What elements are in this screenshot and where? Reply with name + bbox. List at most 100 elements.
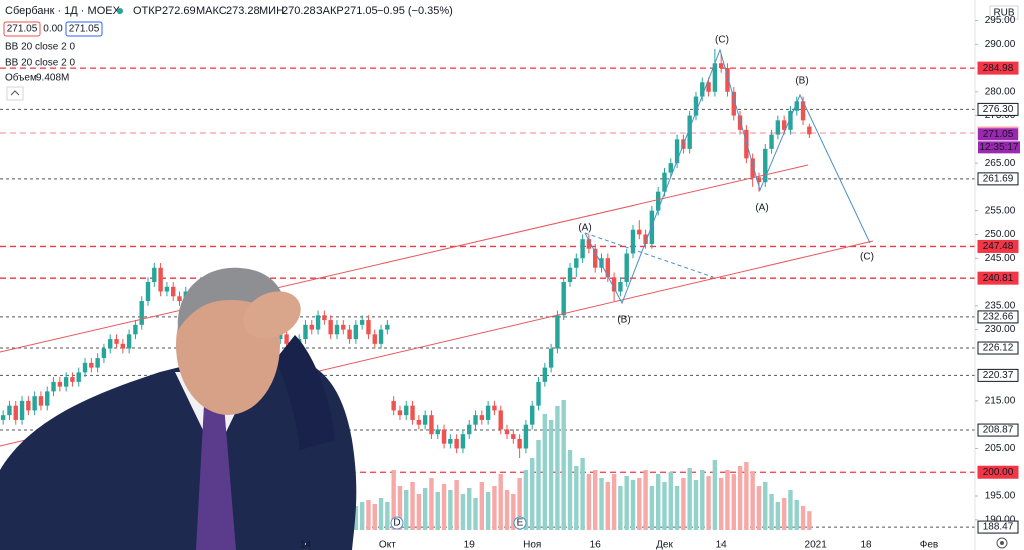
y-tick-label: 230.00	[985, 324, 1016, 335]
volume-bar	[485, 492, 491, 530]
volume-bar	[718, 478, 724, 530]
event-label: E	[517, 518, 524, 529]
level-label-box	[977, 520, 1019, 534]
high-label: МАКС	[196, 5, 227, 17]
candle-body	[655, 191, 661, 211]
candle-body	[391, 400, 396, 411]
buy-box[interactable]	[65, 21, 103, 37]
level-label: 208.87	[983, 425, 1014, 436]
last-price-label: 271.05	[983, 129, 1014, 140]
candle-body	[800, 101, 806, 121]
candle-body	[0, 415, 6, 420]
volume-bar	[807, 511, 812, 530]
x-tick-label: Ноя	[523, 540, 541, 550]
volume-bar	[655, 474, 661, 530]
last-price-box	[978, 128, 1018, 141]
candle-body	[693, 96, 699, 116]
candle-body	[643, 234, 648, 244]
y-tick-label: 195.00	[985, 491, 1016, 502]
wave-label: (B)	[795, 76, 808, 87]
y-tick-label: 265.00	[985, 158, 1016, 169]
candle-body	[315, 315, 321, 330]
candle-body	[807, 126, 812, 135]
candle-body	[158, 267, 163, 292]
candle-body	[70, 377, 75, 382]
volume-bar	[410, 482, 415, 530]
volume-bar	[662, 482, 667, 530]
candle-body	[378, 329, 384, 344]
candle-body	[781, 120, 787, 130]
candle-body	[435, 429, 440, 435]
candle-body	[38, 396, 44, 406]
x-tick-label: 16	[590, 540, 602, 550]
volume-bar	[674, 486, 680, 530]
candle-body	[662, 172, 667, 192]
level-label: 220.37	[983, 370, 1014, 381]
low-label: МИН	[259, 5, 284, 17]
sell-price: 271.05	[7, 24, 38, 35]
wave-label: (C)	[860, 252, 874, 263]
candle-body	[630, 229, 636, 254]
volume-bar	[750, 472, 755, 530]
volume-bar	[687, 468, 692, 530]
volume-bar	[630, 480, 636, 530]
volume-bar	[731, 474, 736, 530]
volume-bar	[397, 486, 403, 530]
event-marker	[390, 516, 404, 530]
candle-body	[26, 400, 31, 411]
high-value: 273.28	[226, 5, 260, 17]
collapse-button[interactable]	[6, 86, 24, 101]
candle-body	[19, 400, 25, 420]
wave-label: (A)	[578, 223, 591, 234]
header: Сбербанк · 1Д · MOEX ОТКР 272.69 МАКС 27…	[3, 5, 453, 101]
volume-bar	[454, 480, 459, 530]
candle-body	[126, 334, 132, 349]
currency: RUB	[993, 8, 1014, 19]
level-label: 188.47	[983, 522, 1014, 533]
candle-body	[328, 320, 333, 335]
candle-body	[794, 101, 799, 111]
level-label: 284.98	[983, 63, 1014, 74]
volume-bar	[586, 474, 592, 530]
candle-body	[13, 405, 18, 420]
x-tick-label: 14	[716, 540, 728, 550]
x-tick-label: Дек	[656, 540, 673, 550]
volume-bar	[467, 488, 472, 530]
volume-bar	[435, 492, 440, 530]
candle-body	[473, 415, 478, 425]
wave-label: (C)	[715, 35, 729, 46]
candle-body	[763, 148, 768, 183]
volume-bar	[800, 506, 806, 530]
candle-body	[460, 434, 466, 449]
candle-body	[152, 267, 157, 283]
event-marker	[513, 516, 527, 530]
level-label: 247.48	[983, 241, 1014, 252]
candle-body	[637, 229, 642, 235]
candle-body	[530, 405, 535, 425]
axes: RUB 295.00290.00280.00275.00265.00255.00…	[300, 0, 1024, 550]
candle-body	[45, 391, 50, 406]
settings-icon[interactable]	[996, 537, 1008, 549]
volume-bar	[448, 490, 453, 530]
volume-bar	[530, 458, 535, 530]
candle-body	[108, 339, 113, 349]
candle-body	[611, 277, 617, 292]
volume-bar	[536, 440, 541, 530]
level-label-box	[977, 310, 1019, 324]
volume-bar	[555, 406, 560, 530]
wave-label: (B)	[617, 315, 630, 326]
volume-bar	[353, 506, 359, 530]
level-label-box	[977, 61, 1019, 75]
candle-body	[599, 258, 604, 268]
candle-body	[347, 329, 352, 340]
open-label: ОТКР	[133, 5, 162, 17]
volume-bar	[712, 460, 718, 530]
volume-bar	[391, 470, 396, 530]
currency-box	[989, 5, 1019, 20]
sell-box[interactable]	[3, 21, 41, 37]
volume-bar	[385, 502, 390, 530]
countdown: 12:35:17	[980, 142, 1019, 153]
volume-bar	[511, 494, 516, 530]
wave-line	[584, 48, 871, 305]
